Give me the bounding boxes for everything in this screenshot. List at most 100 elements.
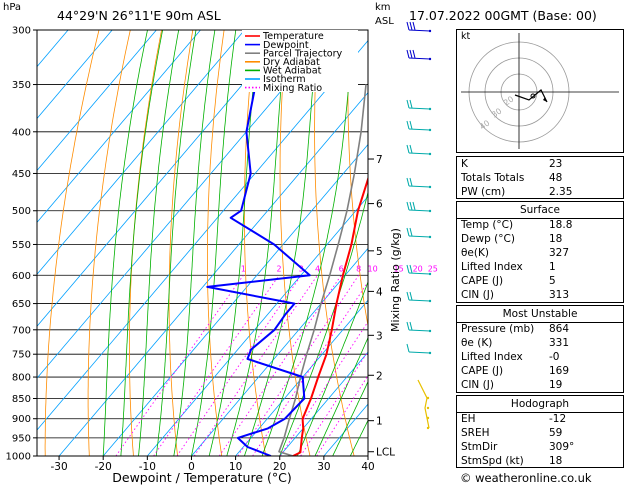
hodo-row: StmSpd (kt) 18 [461,455,563,467]
km-tick-label: 3 [376,330,383,342]
index-row: Totals Totals 48 [461,172,563,184]
km-tick-label: 4 [376,286,383,298]
km-tick-label: 6 [376,199,383,211]
hodo-row: SREH 59 [461,427,563,439]
surface-row: Temp (°C) 18.8 [461,219,573,231]
legend-entry: Parcel Trajectory [263,48,343,59]
series-dewpoint [206,30,311,456]
hodo-row: StmDir 309° [461,441,575,453]
pressure-tick-label: 600 [12,271,31,282]
mixing-ratio-line [218,275,342,456]
wet-adiabat-line [314,336,368,456]
mu-row: CAPE (J) 169 [461,365,570,377]
isotherm-line [37,39,368,431]
date-title: 17.07.2022 00GMT (Base: 00) [409,8,597,23]
wet-adiabat-line [173,30,216,456]
mixing-ratio-label: 1 [241,264,246,273]
mixing-ratio-label: 8 [356,264,361,273]
wind-barb-icon [406,264,432,276]
indices-box: K 23 Totals Totals 48 PW (cm) 2.35 [456,156,624,199]
legend-entry: Wet Adiabat [263,66,322,77]
wind-barb-icon [406,49,432,61]
isotherm-line [37,30,157,172]
pressure-tick-label: 500 [12,206,31,217]
location-title: 44°29'N 26°11'E 90m ASL [57,8,221,23]
mu-row: CIN (J) 19 [461,379,563,391]
isotherm-line [235,299,368,456]
wet-adiabat-line [297,280,368,456]
km-tick-label: 1 [376,416,383,428]
hodograph-table-box: Hodograph EH -12 SREH 59 StmDir 309° StmSpd… [456,395,624,468]
legend-entry: Temperature [262,31,324,42]
isotherm-line [279,351,368,456]
wind-barb-icon [406,144,432,156]
hodograph-ring-label: 30 [490,106,504,119]
temperature-tick-label: -10 [139,461,156,473]
mixing-ratio-line [237,275,360,456]
isotherm-line [58,91,368,456]
asl-label: ASL [375,16,394,27]
temperature-tick-label: 30 [317,461,330,473]
temperature-tick-label: 40 [361,461,374,473]
legend-entry: Dewpoint [263,40,309,51]
pressure-tick-label: 750 [12,350,31,361]
isotherm-line [37,30,334,379]
hodograph-ring-label: 20 [502,94,516,107]
mixing-ratio-line [176,275,302,456]
pressure-tick-label: 650 [12,299,31,310]
wind-barb-icon [406,343,432,355]
isotherm-line [37,30,245,275]
pressure-tick-label: 350 [12,80,31,91]
wind-barb-icon [406,201,432,213]
temperature-tick-label: -20 [95,461,112,473]
mixing-ratio-line [300,350,368,456]
km-tick-label: LCL [376,447,395,459]
most-unstable-title: Most Unstable [502,308,578,320]
mixing-ratio-label: 25 [428,264,438,273]
wet-adiabat-line [138,30,180,456]
mixing-ratio-line [115,275,244,456]
surface-row: θe(K) 327 [461,247,570,259]
index-row: K 23 [461,158,563,170]
hodograph-kt-label: kt [461,31,471,42]
pressure-tick-label: 800 [12,373,31,384]
mu-row: θe (K) 331 [461,337,570,349]
hodograph-arrow-icon [543,97,547,102]
legend-entry: Mixing Ratio [263,83,322,94]
legend-background [242,30,358,92]
temperature-tick-label: 0 [188,461,195,473]
pressure-tick-label: 300 [12,26,31,37]
pressure-tick-label: 700 [12,325,31,336]
wet-adiabat-line [120,30,163,456]
hodo-row: EH -12 [461,413,567,425]
dry-adiabat-line [129,30,162,456]
hpa-label: hPa [3,2,22,13]
pressure-tick-label: 850 [12,394,31,405]
wind-barb-icon [406,99,432,111]
pressure-tick-label: 900 [12,414,31,425]
pressure-tick-label: 1000 [6,452,31,463]
wind-barb-icon [406,120,432,132]
pressure-tick-label: 550 [12,240,31,251]
mixing-ratio-line [153,275,280,456]
surface-row: Lifted Index 1 [461,261,556,273]
hodograph-table-title: Hodograph [510,398,570,410]
surface-row: Dewp (°C) 18 [461,233,563,245]
wind-barb-icon [406,321,432,333]
mu-row: Lifted Index -0 [461,351,560,363]
mixing-ratio-label: 20 [413,264,423,273]
most-unstable-box: Most Unstable Pressure (mb) 864 θe (K) 331… [456,305,624,393]
mixing-ratio-label: 2 [277,264,282,273]
low-level-wind-icon [417,379,430,429]
wind-barb-icon [406,291,432,303]
temperature-tick-label: 20 [273,461,286,473]
mixing-ratio-label: 10 [368,264,378,273]
wet-adiabat-line [332,380,368,456]
hodograph-ring-label: 40 [478,118,492,131]
wet-adiabat-line [226,30,287,456]
series-temperature [292,175,368,456]
mu-row: Pressure (mb) 864 [461,323,570,335]
dry-adiabat-line [207,30,225,456]
km-tick-label: 2 [376,370,383,382]
